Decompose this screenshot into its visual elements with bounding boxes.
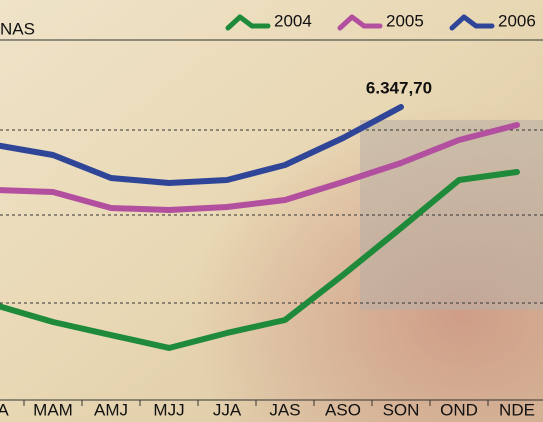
x-tick-label: NDE <box>499 400 535 419</box>
x-tick-label: JJA <box>213 400 242 419</box>
x-tick-label: SON <box>383 400 420 419</box>
line-series <box>0 121 520 214</box>
x-tick-label: ASO <box>325 400 361 419</box>
x-tick-label: JAS <box>269 400 300 419</box>
x-tick-label: A <box>0 400 9 419</box>
line-series <box>0 104 404 187</box>
data-label: 6.347,70 <box>366 78 432 97</box>
x-tick-label: AMJ <box>94 400 128 419</box>
legend-label: 2005 <box>386 11 424 30</box>
legend-icon <box>449 14 495 31</box>
x-tick-label: MJJ <box>153 400 184 419</box>
legend-icon <box>337 14 383 31</box>
axis-label: NAS <box>0 19 35 38</box>
legend-icon <box>225 14 271 31</box>
x-tick-label: MAM <box>33 400 73 419</box>
line-series <box>0 168 520 351</box>
x-tick-label: OND <box>440 400 478 419</box>
legend-label: 2006 <box>498 11 536 30</box>
legend-label: 2004 <box>274 11 312 30</box>
